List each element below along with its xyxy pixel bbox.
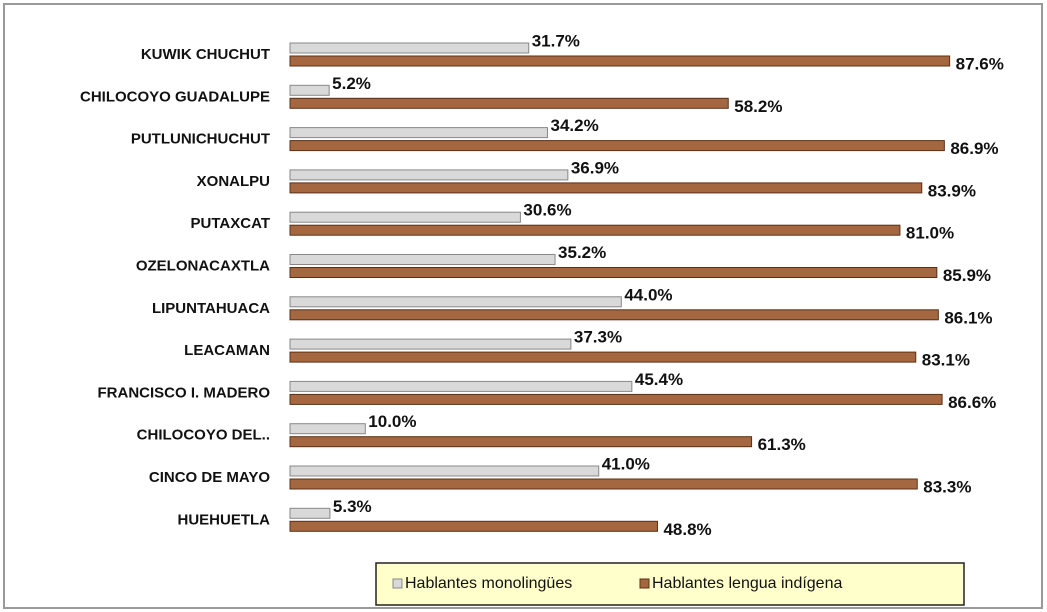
category-label: LIPUNTAHUACA bbox=[152, 300, 270, 317]
legend-swatch bbox=[639, 578, 650, 589]
data-label: 85.9% bbox=[943, 266, 991, 285]
category-label: LEACAMAN bbox=[184, 342, 270, 359]
bar bbox=[289, 465, 600, 477]
bar bbox=[289, 296, 622, 308]
bar bbox=[289, 309, 939, 321]
data-label: 31.7% bbox=[532, 31, 580, 50]
bar bbox=[289, 42, 530, 54]
category-label: CHILOCOYO GUADALUPE bbox=[80, 88, 270, 105]
category-label: PUTLUNICHUCHUT bbox=[131, 131, 270, 148]
data-label: 87.6% bbox=[956, 54, 1004, 73]
bar bbox=[289, 55, 951, 67]
bar bbox=[289, 127, 549, 139]
bar bbox=[289, 338, 572, 350]
bar bbox=[289, 84, 330, 96]
category-label: CHILOCOYO DEL.. bbox=[137, 427, 270, 444]
bar bbox=[289, 254, 556, 265]
bar bbox=[289, 267, 938, 278]
data-label: 83.1% bbox=[922, 351, 970, 370]
bar bbox=[289, 380, 633, 392]
category-label: PUTAXCAT bbox=[191, 215, 270, 232]
data-label: 83.9% bbox=[928, 181, 976, 200]
data-label: 5.3% bbox=[333, 497, 372, 516]
bar bbox=[289, 169, 569, 181]
bar bbox=[289, 520, 658, 532]
category-label: HUEHUETLA bbox=[178, 511, 271, 528]
bar bbox=[289, 423, 366, 435]
category-label: KUWIK CHUCHUT bbox=[141, 46, 270, 63]
legend-box bbox=[375, 562, 965, 606]
bar bbox=[289, 478, 918, 490]
data-label: 5.2% bbox=[332, 74, 371, 93]
data-label: 10.0% bbox=[368, 412, 416, 431]
legend-swatch bbox=[392, 578, 403, 589]
category-label: OZELONACAXTLA bbox=[136, 257, 270, 274]
category-label: XONALPU bbox=[197, 173, 270, 190]
data-label: 30.6% bbox=[523, 201, 571, 220]
data-label: 48.8% bbox=[663, 520, 711, 539]
bar bbox=[289, 436, 753, 448]
bar bbox=[289, 224, 901, 236]
bar bbox=[289, 507, 331, 519]
data-label: 36.9% bbox=[571, 158, 619, 177]
data-label: 58.2% bbox=[734, 97, 782, 116]
category-label: CINCO DE MAYO bbox=[149, 469, 270, 486]
data-label: 45.4% bbox=[635, 370, 683, 389]
bar bbox=[289, 393, 943, 405]
data-label: 86.9% bbox=[950, 139, 998, 158]
data-label: 86.6% bbox=[948, 393, 996, 412]
bar bbox=[289, 140, 945, 152]
data-label: 61.3% bbox=[758, 435, 806, 454]
data-label: 35.2% bbox=[558, 243, 606, 262]
bar bbox=[289, 351, 917, 363]
data-label: 81.0% bbox=[906, 224, 954, 243]
legend-label: Hablantes lengua indígena bbox=[652, 575, 842, 592]
bar bbox=[289, 97, 729, 109]
data-label: 34.2% bbox=[551, 116, 599, 135]
bar bbox=[289, 182, 923, 194]
data-label: 41.0% bbox=[602, 454, 650, 473]
data-label: 44.0% bbox=[624, 285, 672, 304]
data-label: 86.1% bbox=[944, 308, 992, 327]
data-label: 83.3% bbox=[923, 477, 971, 496]
data-label: 37.3% bbox=[574, 328, 622, 347]
category-label: FRANCISCO I. MADERO bbox=[98, 384, 271, 401]
bar bbox=[289, 211, 521, 223]
legend-label: Hablantes monolingües bbox=[405, 575, 572, 592]
